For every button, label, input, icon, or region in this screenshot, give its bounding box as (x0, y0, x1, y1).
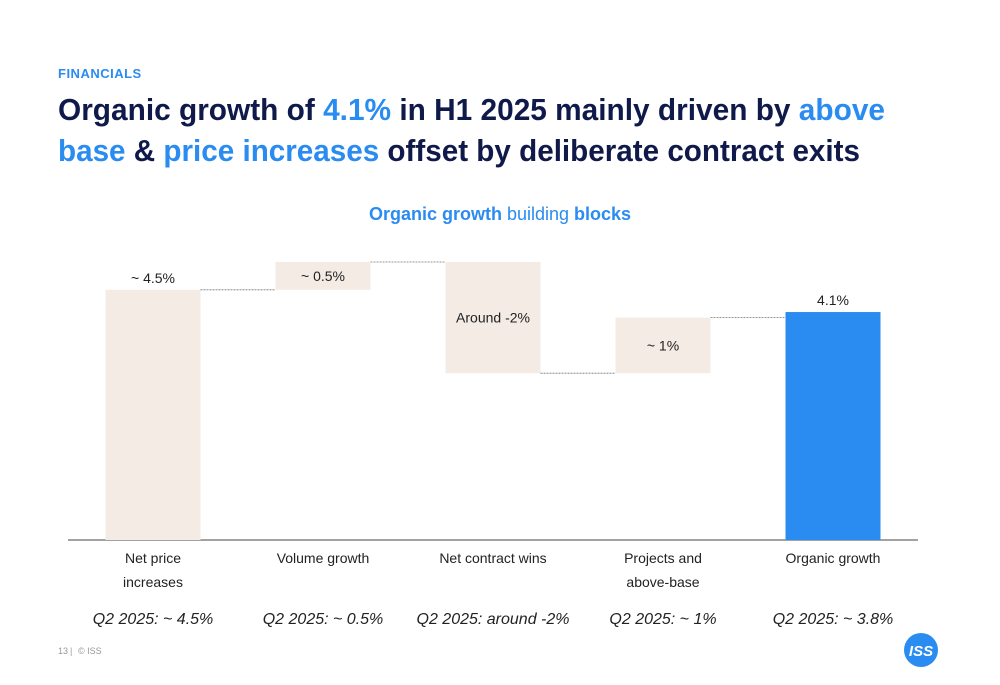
bar (785, 312, 881, 540)
value-label: 4.1% (817, 292, 849, 308)
headline-line: base & price increases offset by deliber… (58, 133, 860, 168)
category-label-box: Net price increases (123, 550, 183, 590)
category-label-box: Organic growth (785, 550, 881, 566)
category-label-box: Projects and above-base (624, 550, 702, 590)
chart-title: Organic growth building blocks (369, 204, 631, 224)
section-label: FINANCIALS (58, 66, 142, 81)
copyright: © ISS (78, 646, 102, 656)
headline-part: Organic growth of (58, 92, 323, 127)
headline-part: offset by deliberate contract exits (379, 133, 860, 168)
separator: | (70, 646, 72, 656)
bar (105, 289, 201, 540)
quarter-note: Q2 2025: ~ 1% (609, 611, 716, 628)
value-label: Around -2% (456, 310, 530, 326)
headline-line: Organic growth of 4.1% in H1 2025 mainly… (58, 92, 885, 127)
category-label-box: Volume growth (276, 550, 370, 566)
category-label: Projects and above-base (624, 550, 702, 590)
chart-title-part: building (507, 204, 574, 224)
bar (615, 317, 711, 374)
headline-part: price increases (163, 133, 379, 168)
headline-part: in H1 2025 mainly driven by (391, 92, 799, 127)
category-label: Organic growth (785, 550, 881, 566)
category-label: Net price increases (123, 550, 183, 590)
logo (904, 633, 938, 667)
value-label: ~ 1% (647, 337, 679, 353)
quarter-note: Q2 2025: ~ 0.5% (263, 611, 384, 628)
logo-text: ISS (909, 643, 933, 660)
chart-title-part: Organic growth (369, 204, 507, 224)
headline-part: & (126, 133, 164, 168)
headline-part: above (799, 92, 885, 127)
page-number: 13 (58, 646, 68, 656)
headline-part: 4.1% (323, 92, 391, 127)
quarter-note: Q2 2025: ~ 3.8% (773, 611, 894, 628)
category-label: Volume growth (276, 550, 370, 566)
bar (445, 262, 541, 374)
headline-part: base (58, 133, 126, 168)
quarter-note: Q2 2025: ~ 4.5% (93, 611, 214, 628)
category-label-box: Net contract wins (439, 550, 547, 566)
value-label: ~ 0.5% (301, 268, 345, 284)
value-label: ~ 4.5% (131, 270, 175, 286)
quarter-note: Q2 2025: around -2% (417, 611, 570, 628)
bar (275, 262, 371, 290)
category-label: Net contract wins (439, 550, 547, 566)
chart-title-part: blocks (574, 204, 631, 224)
